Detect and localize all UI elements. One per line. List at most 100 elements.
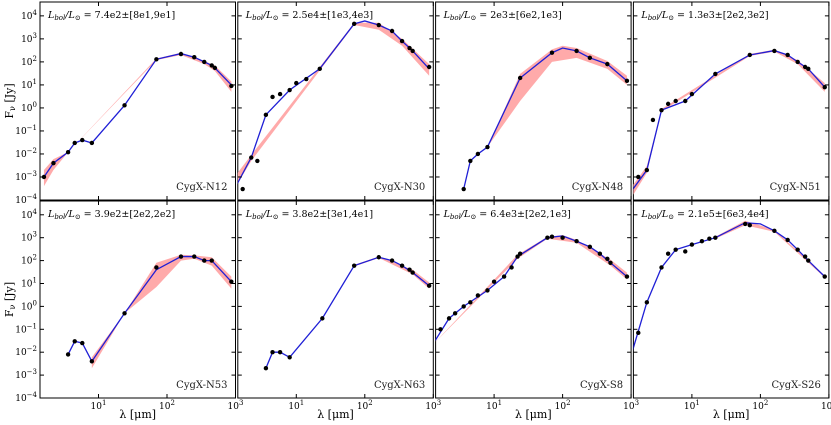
- data-point: [122, 103, 127, 108]
- panel-source-name: CygX-S8: [580, 380, 623, 391]
- data-point: [549, 50, 555, 55]
- data-point: [277, 91, 283, 97]
- data-point: [51, 160, 56, 166]
- data-point: [747, 52, 752, 58]
- data-point: [624, 274, 630, 279]
- y-tick-label: 104: [21, 208, 37, 221]
- data-point: [192, 54, 197, 60]
- panel-plot-area: [633, 220, 827, 351]
- panel-plot-area: [461, 45, 630, 192]
- data-point: [192, 254, 197, 259]
- data-point: [485, 144, 490, 150]
- data-point: [597, 251, 603, 256]
- panel-source-name: CygX-N51: [770, 182, 821, 193]
- data-point: [795, 247, 800, 252]
- data-point: [689, 91, 695, 97]
- panel-luminosity: Lbol/L⊙ = 7.4e2±[8e1,9e1]: [47, 10, 175, 22]
- data-point: [587, 55, 593, 61]
- data-point: [747, 223, 752, 228]
- x-tick-label: 101: [288, 399, 304, 412]
- panel-luminosity: Lbol/L⊙ = 3.8e2±[3e1,4e1]: [245, 209, 373, 221]
- data-point: [636, 330, 641, 336]
- data-point: [212, 65, 218, 71]
- data-point: [80, 340, 85, 346]
- y-tick-label: 103: [21, 32, 37, 45]
- panel-grid: 10−4 10−3 10−2 10−1 100 101 102 103 104 Lbol/L⊙ =…: [15, 1, 831, 412]
- panel-plot-area: [435, 234, 630, 342]
- panel-source-name: CygX-N12: [176, 182, 227, 193]
- data-point: [806, 66, 811, 72]
- data-point: [304, 76, 309, 82]
- panel-frame: [632, 200, 830, 399]
- panel-plot-area: [237, 20, 432, 192]
- panel-frame: [39, 1, 236, 201]
- data-point: [154, 57, 159, 62]
- data-point: [468, 300, 473, 305]
- y-axis-label-top: Fν [Jy]: [3, 83, 17, 118]
- panel-luminosity: Lbol/L⊙ = 1.3e3±[2e2,3e2]: [640, 10, 768, 22]
- data-point: [202, 258, 207, 263]
- data-point: [475, 293, 481, 298]
- data-point: [608, 260, 613, 266]
- data-point: [320, 316, 325, 321]
- data-point: [209, 63, 214, 68]
- data-point: [407, 45, 412, 51]
- data-point: [468, 158, 473, 164]
- panel-CygX-S8: 101 102 103 Lbol/L⊙ = 6.4e3±[2e2,1e3] CygX-S…: [435, 200, 639, 412]
- data-point: [270, 94, 275, 100]
- data-point: [673, 247, 678, 252]
- data-point: [785, 237, 790, 243]
- y-tick-label: 100: [21, 299, 37, 312]
- data-point: [650, 117, 656, 123]
- data-point: [407, 267, 412, 272]
- data-point: [351, 263, 357, 268]
- data-point: [72, 140, 77, 146]
- x-axis-label-2: λ [μm]: [317, 408, 354, 421]
- panel-plot-area: [263, 255, 432, 371]
- data-point: [491, 279, 497, 284]
- data-point: [509, 265, 514, 270]
- panel-luminosity: Lbol/L⊙ = 3.9e2±[2e2,2e2]: [47, 209, 175, 221]
- y-tick-label: 10−4: [15, 193, 37, 206]
- y-tick-label: 10−2: [15, 147, 37, 160]
- data-point: [605, 256, 610, 261]
- x-tick-label: 101: [684, 399, 700, 412]
- y-tick-label: 10−1: [15, 322, 37, 335]
- data-point: [263, 366, 269, 371]
- data-point: [240, 186, 245, 192]
- data-point: [376, 255, 381, 260]
- x-axis-label-1: λ [μm]: [119, 408, 156, 421]
- panel-luminosity: Lbol/L⊙ = 2.1e5±[6e3,4e4]: [640, 209, 768, 221]
- panel-frame: [435, 200, 632, 399]
- y-tick-label: 10−1: [15, 124, 37, 137]
- data-point: [772, 228, 777, 233]
- y-tick-label: 104: [21, 9, 37, 22]
- data-point: [644, 300, 650, 305]
- x-tick-label: 103: [821, 399, 831, 412]
- x-tick-label: 101: [91, 399, 107, 412]
- data-point: [452, 311, 458, 316]
- data-point: [624, 78, 630, 84]
- data-point: [287, 87, 292, 93]
- data-point: [65, 149, 71, 155]
- data-point: [545, 235, 550, 240]
- data-point: [475, 151, 481, 157]
- data-point: [122, 311, 127, 316]
- data-point: [742, 221, 748, 227]
- data-point: [438, 327, 443, 332]
- y-tick-label: 103: [21, 231, 37, 244]
- x-axis-label-3: λ [μm]: [515, 408, 552, 421]
- data-point: [560, 235, 565, 240]
- data-point: [389, 258, 395, 263]
- model-line: [237, 20, 430, 185]
- data-point: [683, 249, 688, 254]
- y-axis-label-bottom: Fν [Jy]: [3, 282, 17, 317]
- x-axis-label-4: λ [μm]: [713, 408, 750, 421]
- x-tick-label: 103: [425, 399, 441, 412]
- data-point: [802, 254, 808, 259]
- panel-frame: [632, 1, 830, 201]
- data-point: [89, 359, 95, 364]
- data-point: [574, 239, 579, 244]
- data-point: [461, 304, 466, 309]
